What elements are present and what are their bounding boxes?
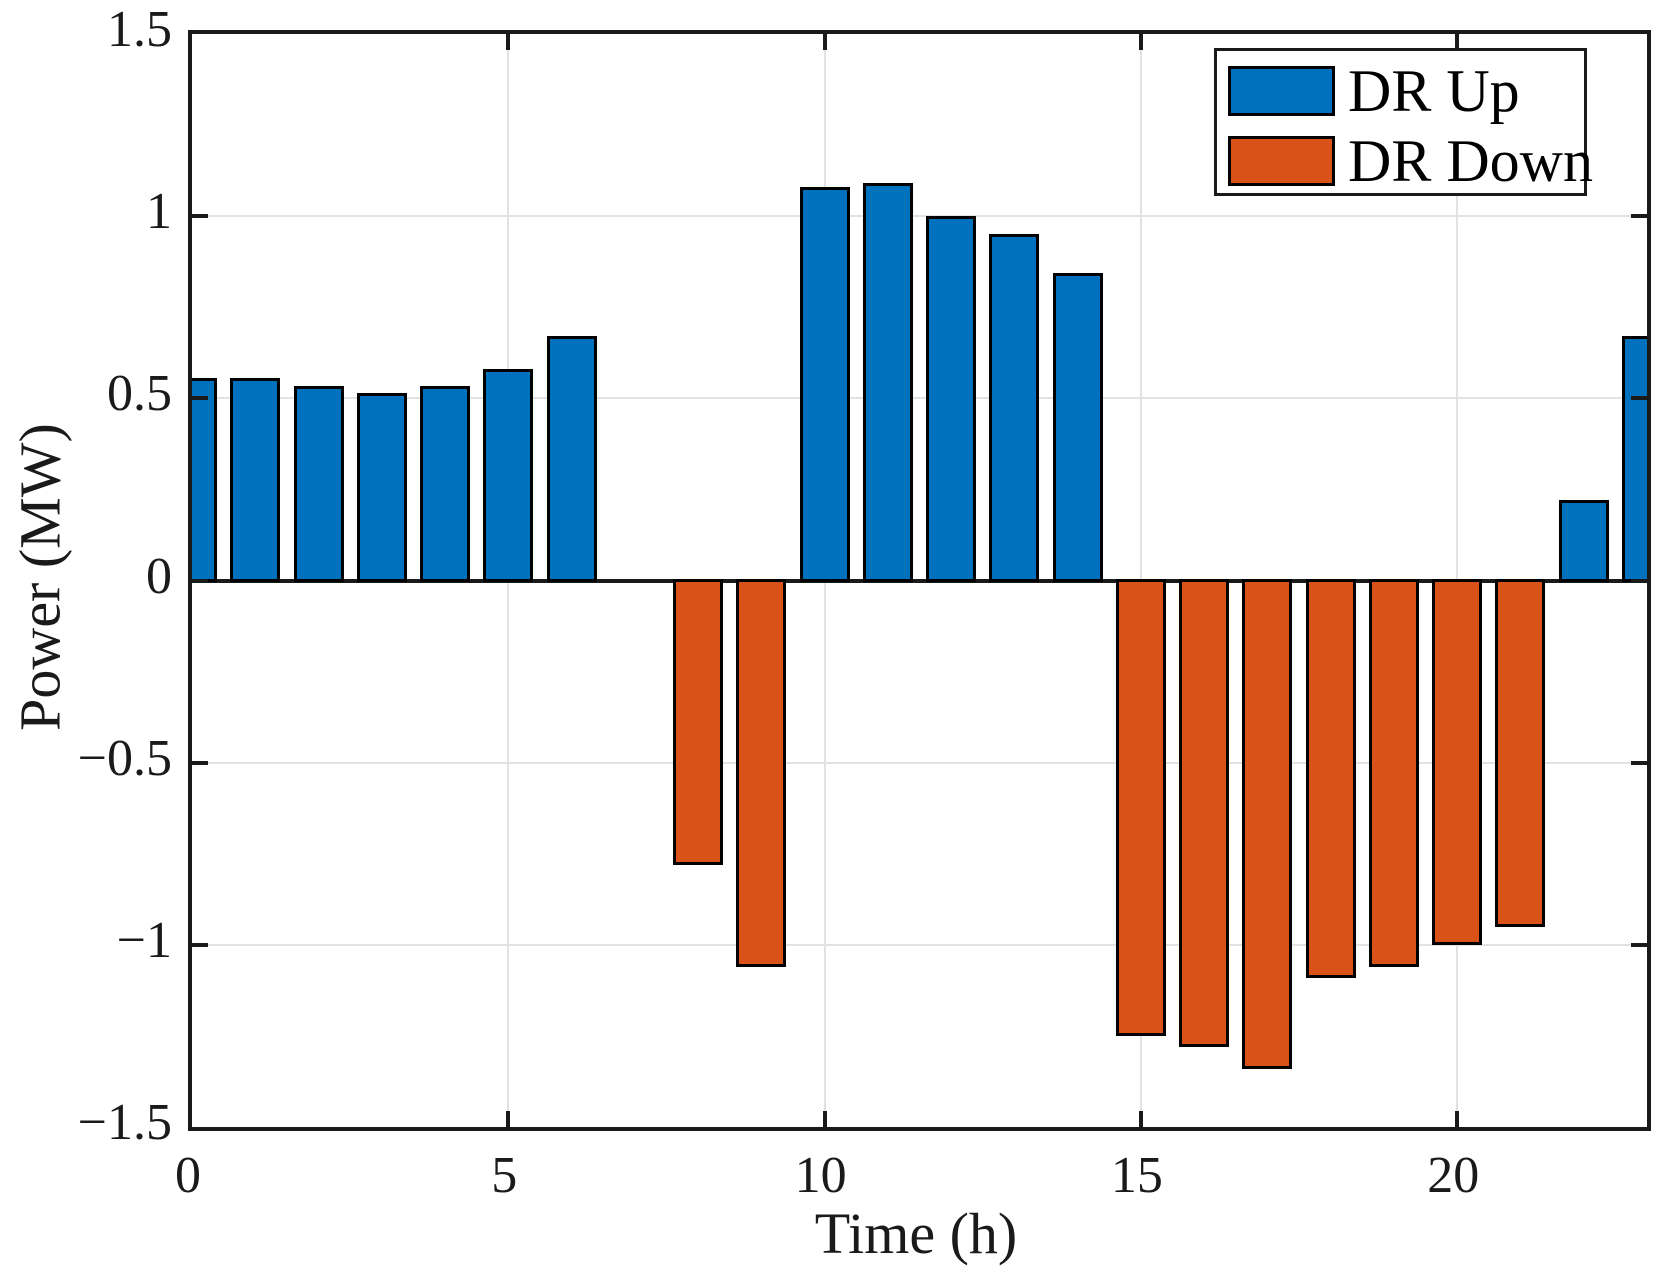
y-tick-mark (192, 942, 208, 947)
x-tick-label: 15 (1110, 1147, 1163, 1204)
y-tick-label: 0 (146, 547, 172, 605)
dr-up-bar (356, 392, 407, 583)
y-tick-label: 1.5 (107, 1, 172, 58)
dr-up-bar (293, 385, 344, 583)
x-tick-label: 20 (1427, 1147, 1480, 1204)
y-tick-mark (1631, 214, 1647, 219)
dr-down-bar (1179, 578, 1230, 1047)
x-axis-label: Time (h) (814, 1201, 1018, 1266)
legend-swatch-dr-up (1228, 66, 1335, 116)
y-gridline (192, 943, 1647, 946)
dr-up-bar (546, 336, 597, 583)
legend-item-dr-up: DR Up (1228, 58, 1520, 124)
x-tick-mark (1138, 34, 1143, 50)
y-tick-mark (192, 214, 208, 219)
dr-up-bar (862, 183, 913, 583)
dr-up-bar (420, 385, 471, 583)
plot-area (188, 30, 1651, 1131)
x-tick-mark (1455, 34, 1460, 50)
legend-item-dr-down: DR Down (1228, 128, 1594, 194)
x-tick-mark (506, 1111, 511, 1127)
zero-baseline (192, 578, 1647, 583)
dr-up-bar (483, 369, 534, 583)
y-tick-label: −1 (116, 911, 172, 969)
y-tick-label: 1 (146, 183, 172, 241)
y-tick-label: −0.5 (77, 729, 172, 787)
dr-up-bar (799, 187, 850, 583)
x-tick-mark (1455, 1111, 1460, 1127)
dr-down-bar (1305, 578, 1356, 978)
y-tick-label: 0.5 (107, 365, 172, 423)
x-tick-label: 0 (175, 1147, 201, 1204)
dr-down-bar (1115, 578, 1166, 1036)
legend-swatch-dr-down (1228, 136, 1335, 186)
x-tick-mark (822, 34, 827, 50)
dr-up-bar (1622, 336, 1647, 583)
y-tick-mark (1631, 760, 1647, 765)
dr-down-bar (1242, 578, 1293, 1069)
dr-up-bar (1558, 500, 1609, 583)
y-tick-mark (1631, 578, 1647, 583)
y-gridline (192, 761, 1647, 764)
dr-up-bar (192, 378, 217, 583)
x-tick-mark (1138, 1111, 1143, 1127)
y-gridline (192, 397, 1647, 400)
y-tick-mark (192, 578, 208, 583)
legend-label-dr-down: DR Down (1348, 128, 1594, 194)
dr-up-bar (1052, 272, 1103, 583)
y-axis-label: Power (MW) (7, 423, 73, 731)
dr-down-bar (1368, 578, 1419, 967)
dr-down-bar (1432, 578, 1483, 945)
y-tick-mark (192, 760, 208, 765)
y-tick-mark (1631, 396, 1647, 401)
y-gridline (192, 215, 1647, 218)
y-tick-mark (192, 396, 208, 401)
dr-up-bar (926, 216, 977, 583)
x-tick-mark (506, 34, 511, 50)
y-tick-mark (1631, 942, 1647, 947)
legend-label-dr-up: DR Up (1348, 58, 1520, 124)
y-tick-label: −1.5 (77, 1094, 172, 1151)
x-tick-label: 5 (491, 1147, 518, 1204)
x-tick-mark (822, 1111, 827, 1127)
legend: DR Up DR Down (1214, 48, 1593, 196)
dr-up-bar (230, 378, 281, 583)
dr-up-bar (989, 234, 1040, 583)
x-tick-label: 10 (794, 1147, 847, 1204)
dr-down-bar (673, 578, 724, 865)
dr-down-bar (1495, 578, 1546, 927)
dr-down-bar (736, 578, 787, 967)
